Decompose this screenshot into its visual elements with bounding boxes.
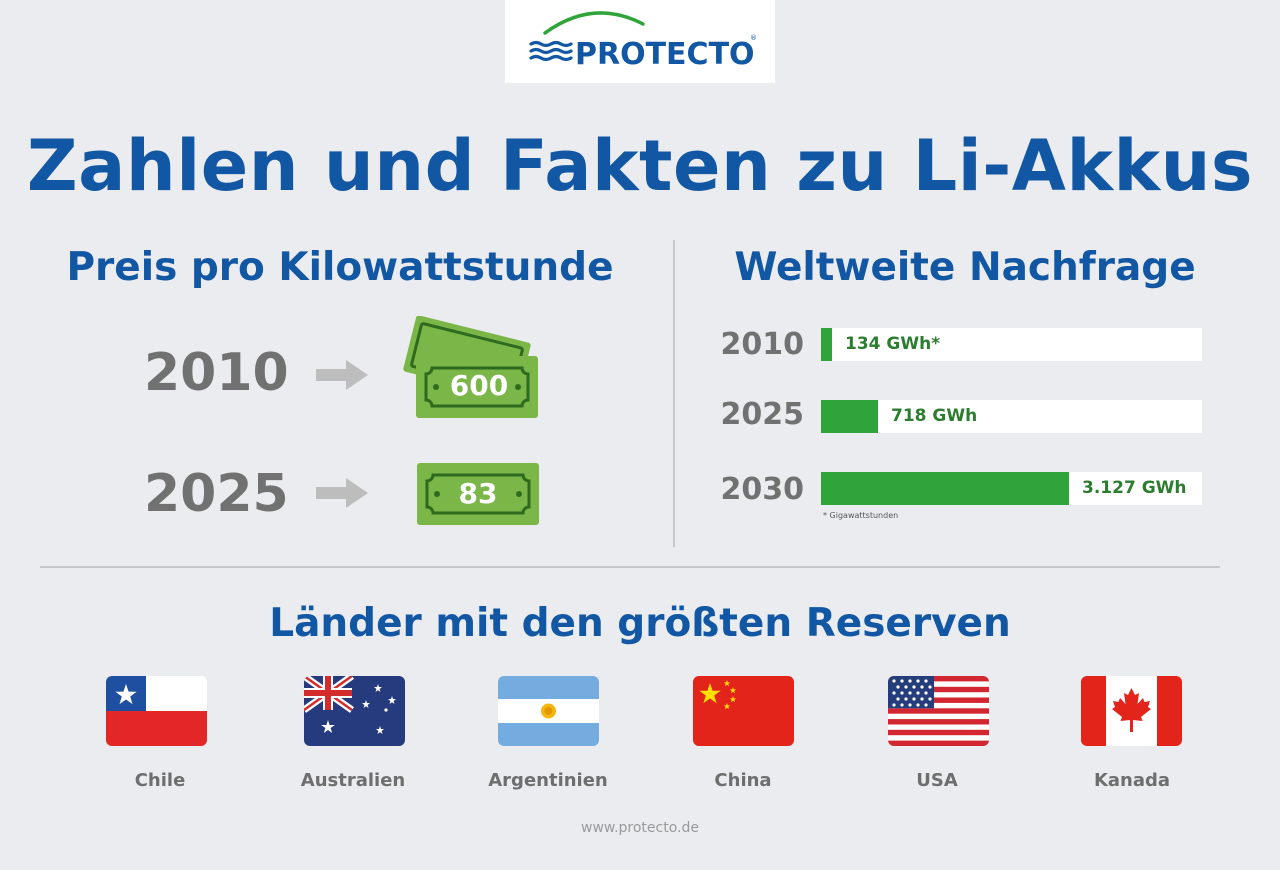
demand-bar-label: 718 GWh [891, 406, 978, 426]
reserves-heading: Länder mit den größten Reserven [269, 601, 1011, 646]
logo-registered: ® [750, 34, 757, 42]
country-label: Australien [300, 770, 406, 791]
demand-heading: Weltweite Nachfrage [734, 245, 1196, 290]
price-value-2025: 83 [458, 477, 498, 510]
arrow-right-icon [316, 478, 368, 508]
demand-bar-label: 134 GWh* [845, 334, 941, 354]
demand-bar-track: 3.127 GWh [821, 472, 1202, 505]
country-label: Argentinien [488, 770, 608, 791]
country-label: China [714, 770, 772, 791]
demand-year-2025: 2025 [720, 397, 805, 432]
chile-flag-icon [106, 676, 207, 746]
logo-graphic: PROTECTO ® [529, 11, 757, 72]
protecto-logo: PROTECTO ® [505, 0, 775, 83]
demand-bar-track: 718 GWh [821, 400, 1202, 433]
argentina-flag-icon [498, 676, 599, 746]
price-year-2010: 2010 [144, 343, 289, 403]
money-bills-icon [403, 316, 538, 418]
price-year-2025: 2025 [144, 464, 289, 524]
demand-bar [821, 400, 878, 433]
demand-bar [821, 472, 1069, 505]
vertical-divider [673, 240, 675, 547]
australia-flag-icon [304, 676, 405, 746]
money-bill-icon [417, 463, 539, 525]
country-label: Chile [134, 770, 186, 791]
demand-bar-track: 134 GWh* [821, 328, 1202, 361]
price-value-2010: 600 [449, 369, 509, 402]
demand-year-2030: 2030 [720, 472, 805, 507]
price-heading: Preis pro Kilowattstunde [66, 245, 614, 290]
logo-text: PROTECTO [575, 37, 755, 72]
arrow-right-icon [316, 360, 368, 390]
china-flag-icon [693, 676, 794, 746]
demand-footnote: * Gigawattstunden [823, 511, 899, 520]
website-url: www.protecto.de [581, 820, 699, 836]
country-label: USA [916, 770, 958, 791]
canada-flag-icon [1081, 676, 1182, 746]
usa-flag-icon [888, 676, 989, 746]
country-label: Kanada [1093, 770, 1171, 791]
demand-bar-label: 3.127 GWh [1082, 478, 1187, 498]
page-title: Zahlen und Fakten zu Li-Akkus [26, 125, 1254, 207]
horizontal-divider [40, 566, 1220, 568]
demand-bar [821, 328, 832, 361]
demand-year-2010: 2010 [720, 327, 805, 362]
